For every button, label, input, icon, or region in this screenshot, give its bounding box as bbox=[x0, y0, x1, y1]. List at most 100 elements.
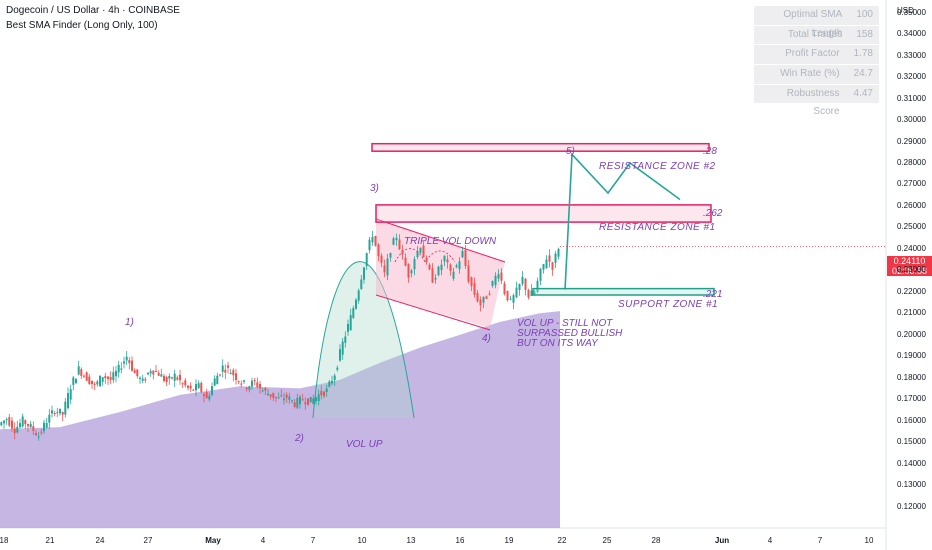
candle-body bbox=[53, 413, 56, 414]
candle-body bbox=[104, 376, 107, 379]
price-tick-label: 0.26000 bbox=[897, 200, 926, 210]
support-zone-1 bbox=[532, 287, 715, 296]
wave-1-label: 1) bbox=[125, 317, 134, 328]
candle-body bbox=[285, 394, 288, 398]
candle-body bbox=[410, 270, 413, 274]
candle-body bbox=[21, 416, 24, 427]
candle-body bbox=[315, 397, 317, 402]
candle-body bbox=[530, 290, 533, 296]
candle-body bbox=[524, 278, 527, 290]
candle-body bbox=[539, 268, 542, 281]
candle-body bbox=[272, 392, 275, 398]
candle-body bbox=[336, 367, 339, 370]
candle-body bbox=[229, 372, 232, 374]
price-tick-label: 0.28000 bbox=[897, 157, 926, 167]
candle-body bbox=[404, 257, 407, 266]
candle-body bbox=[434, 277, 437, 280]
candle-body bbox=[363, 267, 365, 280]
candle-body bbox=[267, 393, 269, 396]
price-tick-label: 0.29000 bbox=[897, 136, 926, 146]
candle-body bbox=[168, 376, 171, 379]
candle-body bbox=[291, 400, 293, 402]
candle-body bbox=[383, 265, 386, 273]
candle-body bbox=[205, 392, 208, 399]
level-262-label: .262 bbox=[703, 208, 723, 219]
price-tick-label: 0.34000 bbox=[897, 29, 926, 39]
descending-channel-fill bbox=[376, 219, 505, 328]
triple-volume-arcs bbox=[394, 248, 456, 263]
candle-body bbox=[533, 291, 536, 295]
candle-body bbox=[5, 419, 8, 421]
candle-body bbox=[35, 433, 37, 436]
chart-title: Dogecoin / US Dollar · 4h · COINBASE bbox=[6, 5, 180, 16]
candle-body bbox=[491, 281, 494, 286]
candle-body bbox=[333, 375, 336, 380]
candle-body bbox=[67, 393, 69, 409]
time-tick-label: 24 bbox=[95, 536, 105, 545]
candle-body bbox=[235, 373, 237, 380]
candle-body bbox=[352, 308, 355, 318]
candle-body bbox=[69, 389, 72, 400]
candle-body bbox=[485, 296, 488, 299]
candle-body bbox=[107, 376, 109, 379]
candle-body bbox=[488, 293, 491, 295]
stat-row: Total Trades 158 bbox=[754, 26, 879, 46]
candle-body bbox=[75, 378, 77, 384]
stat-row: Robustness Score 4.47 bbox=[754, 85, 879, 118]
candle-body bbox=[419, 247, 422, 253]
candle-body bbox=[99, 375, 101, 387]
candle-body bbox=[13, 428, 16, 434]
candle-body bbox=[545, 259, 548, 269]
time-tick-label: 10 bbox=[357, 536, 367, 545]
indicator-label: Best SMA Finder (Long Only, 100) bbox=[6, 20, 158, 31]
wave-2-label: 2) bbox=[295, 433, 304, 444]
candle-body bbox=[29, 423, 32, 428]
candle-body bbox=[428, 264, 431, 270]
candle-body bbox=[449, 264, 452, 271]
candle-body bbox=[554, 253, 557, 263]
price-tick-label: 0.20000 bbox=[897, 329, 926, 339]
candle-body bbox=[93, 383, 96, 385]
candle-body bbox=[518, 283, 521, 290]
current-price: 0.24110 bbox=[893, 256, 926, 266]
candle-body bbox=[269, 394, 272, 397]
vol-up-label: VOL UP bbox=[346, 439, 383, 450]
candle-body bbox=[64, 401, 67, 415]
time-tick-label: 22 bbox=[557, 536, 567, 545]
triple-vol-down-label: TRIPLE VOL DOWN bbox=[404, 236, 497, 247]
time-tick-label: May bbox=[205, 536, 221, 545]
candle-body bbox=[179, 374, 181, 381]
price-tick-label: 0.15000 bbox=[897, 437, 926, 447]
candle-body bbox=[160, 374, 163, 377]
wave-5-label: 5) bbox=[566, 146, 575, 157]
candle-body bbox=[155, 370, 157, 372]
candle-body bbox=[509, 298, 512, 300]
stat-label: Optimal SMA Length bbox=[783, 9, 843, 39]
candle-body bbox=[280, 395, 283, 397]
candle-body bbox=[360, 279, 363, 289]
candle-body bbox=[398, 239, 401, 250]
candle-body bbox=[349, 315, 352, 331]
price-tick-label: 0.14000 bbox=[897, 458, 926, 468]
candle-body bbox=[181, 383, 184, 385]
candle-body bbox=[368, 239, 371, 251]
candle-body bbox=[331, 380, 333, 384]
stat-row: Optimal SMA Length 100 bbox=[754, 6, 879, 39]
price-tick-label: 0.32000 bbox=[897, 72, 926, 82]
candle-body bbox=[72, 377, 75, 385]
candle-body bbox=[45, 422, 48, 428]
stat-value: 4.47 bbox=[853, 87, 873, 99]
candle-body bbox=[131, 360, 133, 371]
candle-body bbox=[467, 265, 470, 282]
vol-up-note-line-3: BUT ON ITS WAY bbox=[517, 338, 598, 349]
vol-up-note-line-2: SURPASSED BULLISH bbox=[517, 328, 623, 339]
stat-label: Profit Factor bbox=[785, 48, 840, 60]
price-tick-label: 0.30000 bbox=[897, 115, 926, 125]
candle-body bbox=[88, 376, 91, 385]
candle-body bbox=[416, 250, 419, 257]
candle-body bbox=[344, 336, 347, 343]
candle-body bbox=[245, 387, 248, 390]
candle-body bbox=[40, 431, 43, 433]
price-tick-label: 0.12000 bbox=[897, 501, 926, 511]
